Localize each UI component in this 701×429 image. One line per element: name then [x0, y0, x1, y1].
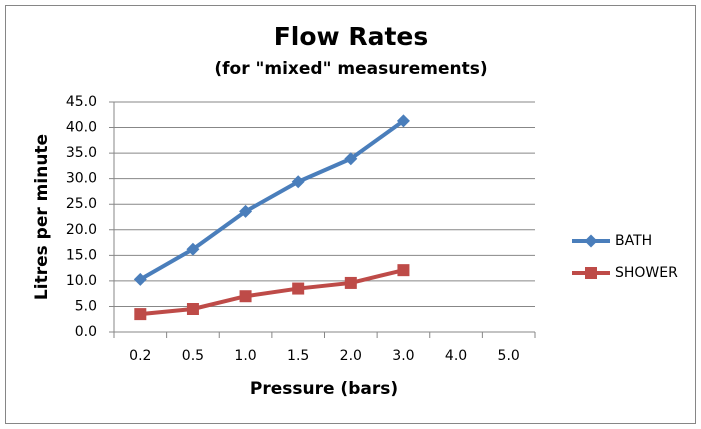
chart-title: Flow Rates	[274, 22, 429, 51]
series-line	[139, 119, 405, 282]
data-point	[292, 282, 305, 295]
y-tick-label: 25.0	[66, 196, 97, 212]
y-tick-label: 40.0	[66, 120, 97, 136]
x-tick-label: 1.5	[287, 348, 309, 364]
data-point	[344, 152, 358, 166]
y-axis-label: Litres per minute	[32, 134, 52, 300]
y-tick-label: 45.0	[66, 94, 97, 110]
y-tick-label: 5.0	[75, 298, 97, 314]
data-point	[186, 242, 200, 256]
legend-marker	[584, 234, 598, 248]
legend-marker	[585, 267, 597, 279]
y-tick-label: 15.0	[66, 247, 97, 263]
x-tick-label: 0.2	[129, 348, 151, 364]
x-tick-label: 2.0	[340, 348, 362, 364]
data-point	[344, 276, 357, 289]
x-tick-label: 4.0	[445, 348, 467, 364]
data-point	[291, 175, 305, 189]
data-point	[186, 303, 199, 315]
y-tick-label: 35.0	[66, 145, 97, 161]
y-tick-label: 20.0	[66, 222, 97, 238]
legend-label: BATH	[615, 233, 652, 249]
x-axis-label: Pressure (bars)	[250, 379, 398, 399]
data-point	[134, 308, 147, 321]
data-point	[397, 264, 410, 277]
x-tick-label: 3.0	[392, 348, 414, 364]
data-point	[396, 114, 410, 128]
y-tick-label: 10.0	[66, 273, 97, 289]
data-point	[239, 290, 252, 303]
legend-label: SHOWER	[615, 265, 678, 281]
data-point	[239, 204, 253, 218]
x-tick-label: 1.0	[234, 348, 256, 364]
x-tick-label: 0.5	[182, 348, 204, 364]
x-tick-label: 5.0	[498, 348, 520, 364]
y-tick-label: 0.0	[75, 324, 97, 340]
chart-subtitle: (for "mixed" measurements)	[214, 59, 487, 79]
y-tick-label: 30.0	[66, 171, 97, 187]
data-point	[133, 272, 147, 286]
series-line	[140, 268, 404, 317]
chart-border	[5, 5, 696, 424]
